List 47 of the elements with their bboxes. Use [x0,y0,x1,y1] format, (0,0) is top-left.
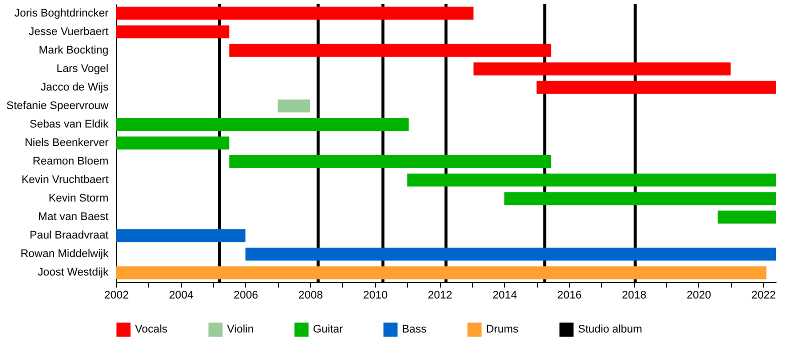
x-tick-label: 2014 [492,290,517,302]
bar [116,266,766,280]
x-tick-label: 2002 [104,290,129,302]
y-tick-label: Niels Beenkerver [24,137,109,149]
x-tick-label: 2012 [428,290,452,302]
y-tick-label: Kevin Vruchtbaert [21,174,108,186]
y-tick-label: Sebas van Eldik [30,118,109,130]
legend-label: Drums [486,324,519,336]
legend-label: Guitar [313,324,344,336]
bar [116,118,409,131]
x-tick-label: 2004 [168,290,194,302]
y-tick-label: Jesse Vuerbaert [28,26,108,38]
legend-label: Bass [402,324,427,336]
bar [116,229,246,242]
x-tick-label: 2020 [686,290,712,302]
y-tick-label: Paul Braadvraat [30,230,108,242]
bar [278,99,310,112]
bar [229,155,552,168]
y-tick-label: Joost Westdijk [38,266,109,279]
x-tick-label: 2018 [622,290,646,302]
bar [474,62,731,76]
bar [116,25,230,38]
bar [229,44,552,57]
y-tick-label: Kevin Storm [48,192,108,205]
bar [536,80,776,94]
x-tick-label: 2016 [557,290,582,302]
y-tick-label: Jacco de Wijs [40,81,109,94]
bar [116,6,474,20]
x-tick-label: 2010 [363,290,388,302]
y-tick-label: Joris Boghtdrincker [14,7,109,20]
x-tick-label: 2022 [751,290,776,302]
y-tick-label: Mark Bockting [38,44,108,56]
x-tick-label: 2006 [234,290,258,302]
y-tick-label: Rowan Middelwijk [20,248,109,260]
legend-label: Violin [227,324,254,336]
bar [504,192,776,206]
bar [245,248,776,261]
y-tick-label: Stefanie Speervrouw [6,100,109,112]
legend-label: Studio album [578,324,642,336]
bar [407,174,776,187]
y-tick-label: Lars Vogel [56,62,108,75]
bar [718,210,776,224]
y-tick-label: Reamon Bloem [32,156,108,168]
bar [116,136,230,150]
x-tick-label: 2008 [298,290,323,302]
legend-label: Vocals [135,324,168,336]
y-tick-label: Mat van Baest [38,211,108,224]
